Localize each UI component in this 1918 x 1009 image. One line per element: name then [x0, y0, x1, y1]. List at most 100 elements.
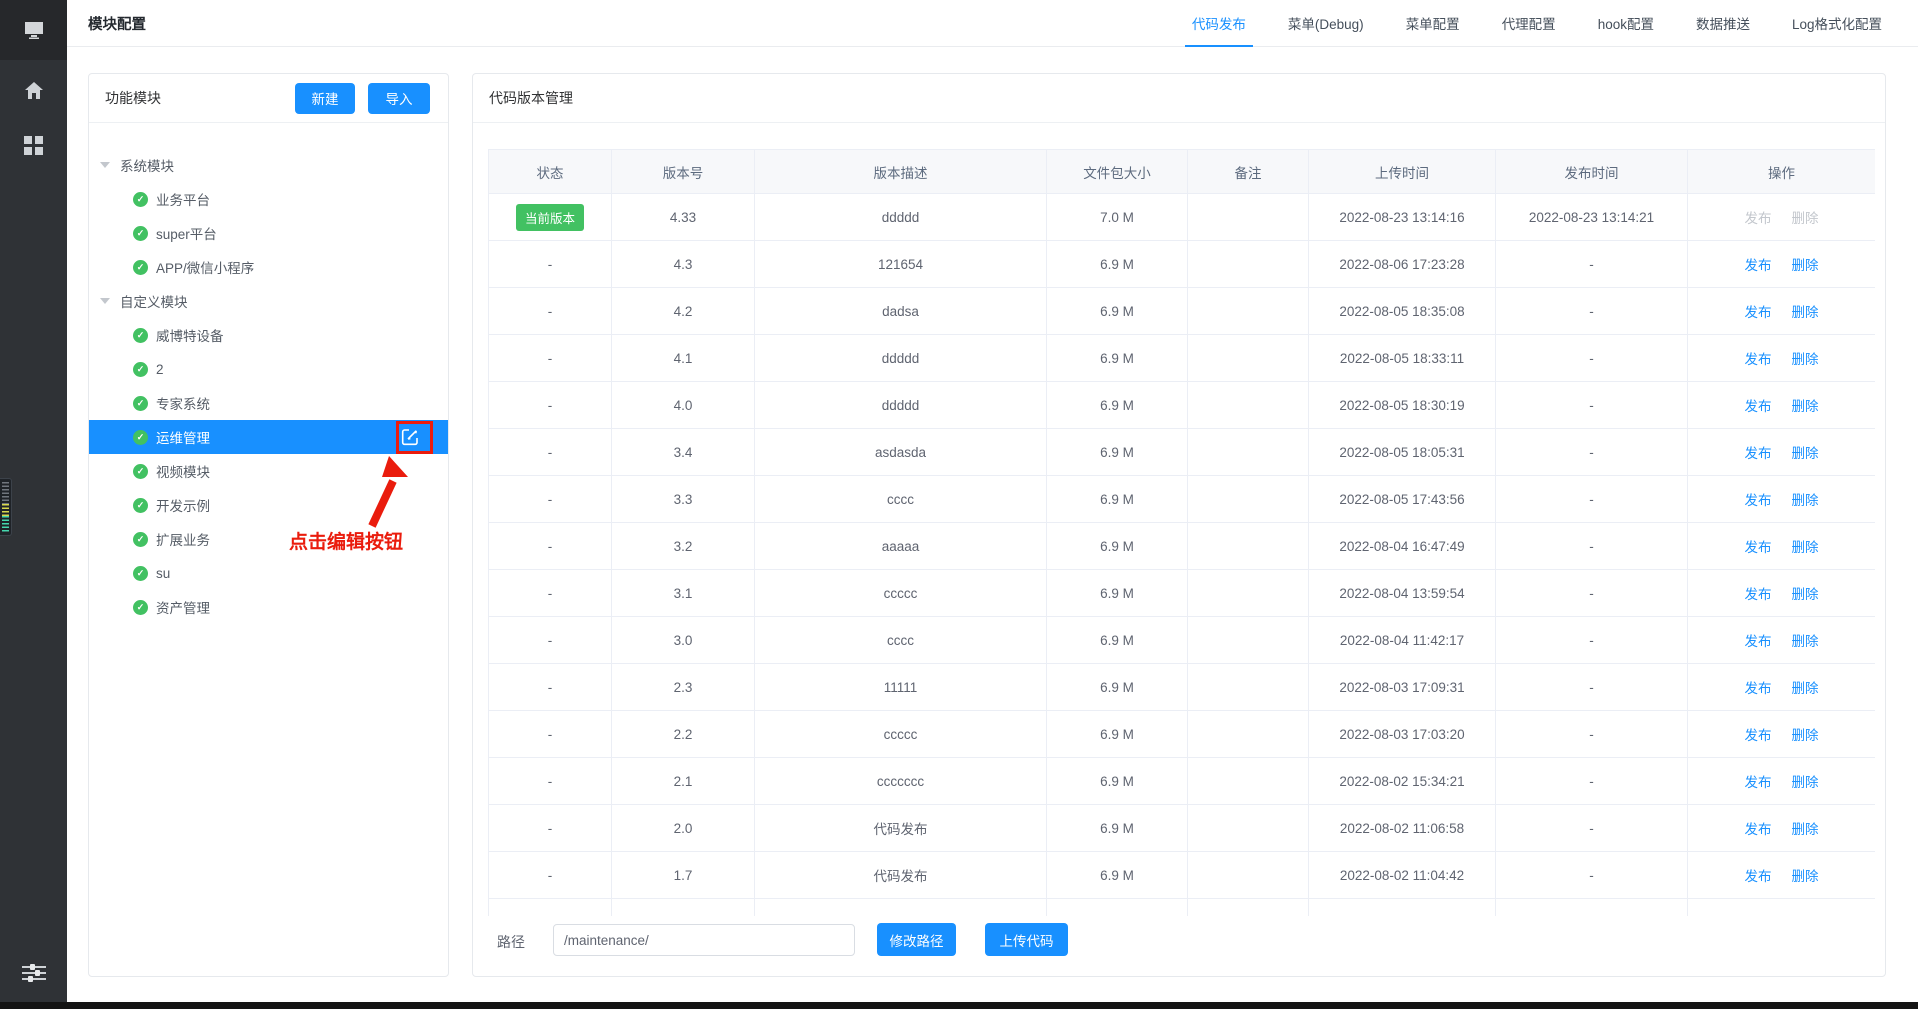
- column-header: 备注: [1187, 149, 1309, 194]
- table-cell: -: [488, 240, 612, 288]
- table-row: -3.1 ccccc 6.9 M 2022-08-04 13:59:54- 发布 删除: [488, 569, 1875, 617]
- tree-item[interactable]: ✓ 2: [89, 352, 448, 386]
- tree-item-label: 扩展业务: [156, 533, 210, 548]
- publish-link[interactable]: 发布: [1744, 775, 1772, 790]
- publish-link[interactable]: 发布: [1744, 681, 1772, 696]
- publish-link[interactable]: 发布: [1744, 305, 1772, 320]
- tree-item-label: 自定义模块: [120, 295, 188, 310]
- path-input[interactable]: [553, 924, 855, 956]
- header-tab[interactable]: 菜单配置: [1405, 17, 1460, 32]
- success-check-icon: ✓: [133, 599, 148, 615]
- new-button[interactable]: 新建: [295, 82, 355, 114]
- upload-code-button[interactable]: 上传代码: [985, 923, 1068, 956]
- delete-link[interactable]: 删除: [1791, 634, 1819, 649]
- tree-item[interactable]: 系统模块: [89, 148, 448, 182]
- table-cell: 发布 删除: [1687, 193, 1875, 241]
- delete-link[interactable]: 删除: [1791, 775, 1819, 790]
- table-cell: 6.9 M: [1046, 616, 1188, 664]
- home-icon[interactable]: [0, 70, 67, 110]
- top-bar: 模块配置 代码发布 菜单(Debug) 菜单配置 代理配置 hook配置 数据推送 Log格…: [67, 0, 1918, 47]
- publish-link[interactable]: 发布: [1744, 493, 1772, 508]
- tree-item[interactable]: ✓ 专家系统: [89, 386, 448, 420]
- tree-item[interactable]: ✓ 业务平台: [89, 182, 448, 216]
- tree-item[interactable]: ✓ 威博特设备: [89, 318, 448, 352]
- publish-link[interactable]: 发布: [1744, 728, 1772, 743]
- modules-nav-button[interactable]: [0, 0, 67, 60]
- tree-item-label: 开发示例: [156, 499, 210, 514]
- table-cell: 2022-08-05 17:43:56: [1308, 475, 1496, 523]
- publish-link[interactable]: 发布: [1744, 822, 1772, 837]
- delete-link[interactable]: 删除: [1791, 211, 1819, 226]
- tree-item[interactable]: ✓ 资产管理: [89, 590, 448, 624]
- table-cell: 2.3: [611, 663, 755, 711]
- publish-link[interactable]: 发布: [1744, 352, 1772, 367]
- table-cell: [1187, 334, 1309, 382]
- table-cell: 3.0: [611, 616, 755, 664]
- publish-link[interactable]: 发布: [1744, 540, 1772, 555]
- tree-item[interactable]: ✓ 运维管理: [89, 420, 448, 454]
- table-cell: [611, 898, 755, 916]
- table-cell: [1187, 381, 1309, 429]
- tree-item[interactable]: ✓ 扩展业务: [89, 522, 448, 556]
- publish-link[interactable]: 发布: [1744, 258, 1772, 273]
- column-header: 文件包大小: [1046, 149, 1188, 194]
- table-cell: 6.9 M: [1046, 663, 1188, 711]
- delete-link[interactable]: 删除: [1791, 493, 1819, 508]
- table-cell: -: [1495, 663, 1688, 711]
- publish-link[interactable]: 发布: [1744, 634, 1772, 649]
- publish-link[interactable]: 发布: [1744, 399, 1772, 414]
- table-cell: [1687, 898, 1875, 916]
- delete-link[interactable]: 删除: [1791, 352, 1819, 367]
- import-button[interactable]: 导入: [368, 82, 430, 114]
- delete-link[interactable]: 删除: [1791, 587, 1819, 602]
- delete-link[interactable]: 删除: [1791, 728, 1819, 743]
- delete-link[interactable]: 删除: [1791, 399, 1819, 414]
- tree-item-label: 专家系统: [156, 397, 210, 412]
- publish-link[interactable]: 发布: [1744, 211, 1772, 226]
- edit-icon[interactable]: [401, 428, 419, 446]
- header-tab[interactable]: hook配置: [1597, 17, 1654, 32]
- table-cell: [1187, 428, 1309, 476]
- caret-down-icon[interactable]: [100, 298, 110, 304]
- tree-item[interactable]: ✓ su: [89, 556, 448, 590]
- delete-link[interactable]: 删除: [1791, 446, 1819, 461]
- delete-link[interactable]: 删除: [1791, 822, 1819, 837]
- delete-link[interactable]: 删除: [1791, 305, 1819, 320]
- publish-link[interactable]: 发布: [1744, 587, 1772, 602]
- header-tab[interactable]: 菜单(Debug): [1287, 17, 1364, 32]
- header-tab[interactable]: 代理配置: [1501, 17, 1556, 32]
- version-table: 状态 版本号 版本描述 文件包大小 备注 上传时间 发布时间 操作 当前版本 4.33 ddddd…: [488, 149, 1875, 916]
- publish-link[interactable]: 发布: [1744, 446, 1772, 461]
- header-tab[interactable]: 代码发布: [1184, 0, 1253, 47]
- tree-item[interactable]: ✓ super平台: [89, 216, 448, 250]
- table-row: -2.3 11111 6.9 M 2022-08-03 17:09:31- 发布 删除: [488, 663, 1875, 711]
- table-cell: -: [1495, 240, 1688, 288]
- modify-path-button[interactable]: 修改路径: [877, 923, 956, 956]
- tree-item[interactable]: 自定义模块: [89, 284, 448, 318]
- table-cell: 6.9 M: [1046, 334, 1188, 382]
- publish-link[interactable]: 发布: [1744, 869, 1772, 884]
- table-cell: 发布 删除: [1687, 287, 1875, 335]
- table-cell: 发布 删除: [1687, 851, 1875, 899]
- column-header: 版本号: [611, 149, 755, 194]
- code-version-panel: 代码版本管理 状态 版本号 版本描述 文件包大小 备注 上传时间 发布时间 操作 当前版本 4.…: [472, 73, 1886, 977]
- delete-link[interactable]: 删除: [1791, 681, 1819, 696]
- delete-link[interactable]: 删除: [1791, 540, 1819, 555]
- header-tab[interactable]: 数据推送: [1695, 17, 1750, 32]
- sliders-icon[interactable]: [0, 953, 67, 993]
- table-cell: 6.9 M: [1046, 475, 1188, 523]
- tree-item-label: 视频模块: [156, 465, 210, 480]
- caret-down-icon[interactable]: [100, 162, 110, 168]
- table-cell: 发布 删除: [1687, 757, 1875, 805]
- table-cell: [1187, 475, 1309, 523]
- apps-icon[interactable]: [0, 125, 67, 165]
- success-check-icon: ✓: [133, 565, 148, 581]
- delete-link[interactable]: 删除: [1791, 258, 1819, 273]
- mini-meter-widget[interactable]: [0, 478, 12, 536]
- header-tab[interactable]: Log格式化配置: [1791, 17, 1882, 32]
- table-cell: -: [488, 757, 612, 805]
- tree-item[interactable]: ✓ 开发示例: [89, 488, 448, 522]
- tree-item[interactable]: ✓ 视频模块: [89, 454, 448, 488]
- delete-link[interactable]: 删除: [1791, 869, 1819, 884]
- tree-item[interactable]: ✓ APP/微信小程序: [89, 250, 448, 284]
